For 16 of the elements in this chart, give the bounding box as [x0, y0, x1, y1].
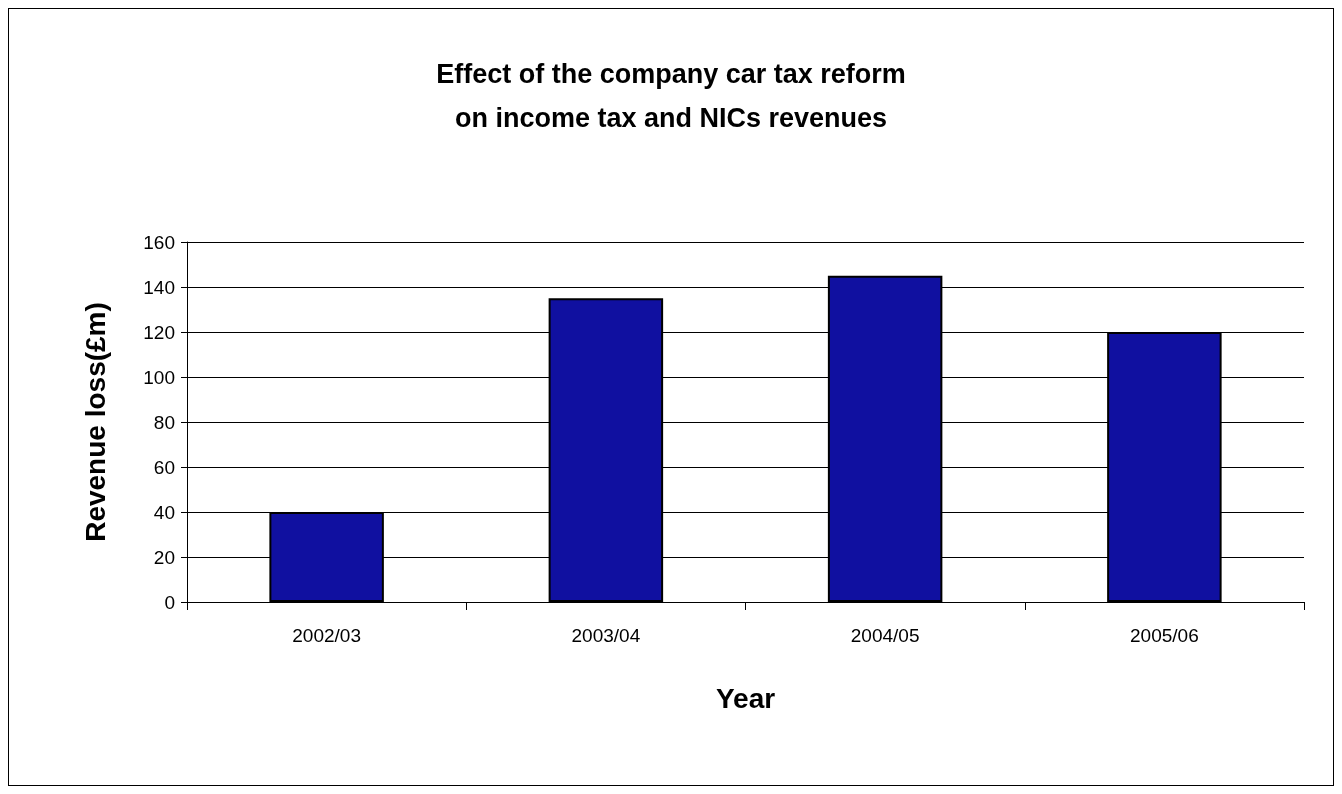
- y-tick-label: 40: [153, 501, 175, 523]
- y-tick-label: 0: [164, 591, 175, 613]
- x-tick-label: 2003/04: [571, 625, 641, 646]
- chart-title: Effect of the company car tax reform on income tax and NICs revenues: [436, 59, 906, 133]
- x-tick-label: 2005/06: [1130, 625, 1199, 646]
- x-axis-title: Year: [715, 682, 776, 714]
- y-tick-label: 60: [153, 456, 175, 478]
- y-tick-label: 20: [153, 546, 175, 568]
- y-tick-label: 80: [153, 411, 175, 433]
- x-tick-label: 2004/05: [850, 625, 920, 646]
- y-tick-label: 120: [143, 321, 175, 343]
- y-tick-label: 140: [143, 276, 175, 298]
- x-tick-label: 2002/03: [292, 625, 361, 646]
- y-tick-label: 160: [143, 231, 175, 253]
- y-axis-title: Revenue loss(£m): [79, 302, 111, 542]
- y-tick-label: 100: [143, 366, 175, 388]
